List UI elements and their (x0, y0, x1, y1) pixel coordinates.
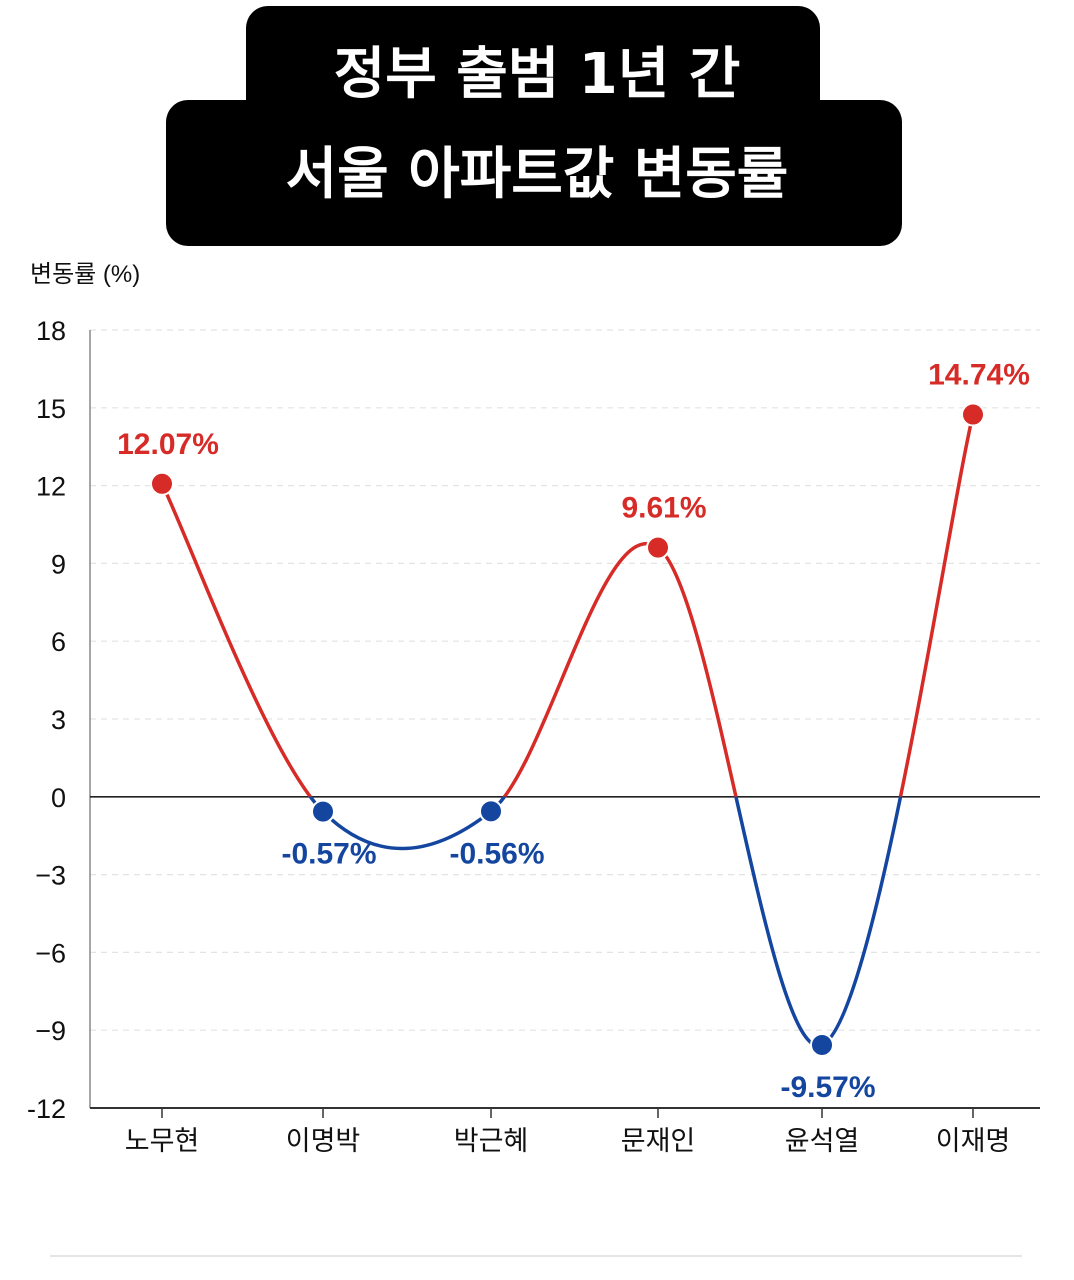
y-tick-label: 0 (51, 783, 66, 813)
series-line-negative (308, 796, 903, 1048)
data-point (646, 535, 670, 560)
chart-title-line-1: 정부 출범 1년 간 (333, 42, 741, 107)
axes (89, 330, 1040, 1109)
data-point (150, 471, 174, 496)
y-tick-label: -12 (27, 1094, 66, 1124)
y-tick-label: −6 (35, 938, 66, 968)
x-ticks: 노무현 이명박 박근혜 문재인 윤석열 이재명 (125, 1108, 1011, 1157)
data-label: 14.74% (928, 359, 1030, 392)
y-tick-label: 18 (36, 316, 66, 346)
data-label: -9.57% (780, 1071, 875, 1104)
data-point (479, 799, 503, 824)
x-tick-label: 윤석열 (785, 1126, 860, 1157)
grid-lines (90, 329, 1040, 1031)
data-points (150, 402, 985, 1057)
title-banner-top (246, 6, 820, 106)
y-tick-label: 3 (51, 705, 66, 735)
y-tick-label: 6 (51, 627, 66, 657)
x-tick-label: 노무현 (125, 1126, 200, 1157)
x-tick-label: 이명박 (286, 1126, 361, 1157)
y-tick-label: −3 (35, 861, 66, 891)
x-tick-label: 이재명 (936, 1126, 1011, 1157)
data-point (311, 799, 335, 824)
y-axis-label: 변동률 (%) (30, 261, 140, 288)
data-label: 12.07% (117, 428, 219, 461)
series-line-positive (160, 414, 975, 797)
y-tick-label: 9 (51, 549, 66, 579)
series-line (160, 414, 975, 1048)
data-label: 9.61% (621, 492, 706, 525)
bottom-divider (50, 1255, 1022, 1257)
data-point (810, 1032, 834, 1057)
title-banner-bottom (166, 100, 902, 246)
data-label: -0.56% (449, 837, 544, 870)
y-ticks: 18 15 12 9 6 3 0 −3 −6 −9 -12 (27, 316, 66, 1124)
x-tick-label: 문재인 (621, 1126, 696, 1157)
y-tick-label: −9 (35, 1016, 66, 1046)
data-point (961, 402, 985, 427)
chart-title-line-2: 서울 아파트값 변동률 (285, 142, 789, 207)
data-label: -0.57% (281, 838, 376, 871)
y-tick-label: 12 (36, 472, 66, 502)
line-chart: 변동률 (%) 18 15 12 9 6 3 0 −3 −6 −9 -12 노무현 이명박 박근혜 문재인… (27, 261, 1040, 1157)
y-tick-label: 15 (36, 394, 66, 424)
x-tick-label: 박근혜 (454, 1126, 529, 1157)
data-labels: 12.07% -0.57% -0.56% 9.61% -9.57% 14.74% (117, 359, 1030, 1104)
